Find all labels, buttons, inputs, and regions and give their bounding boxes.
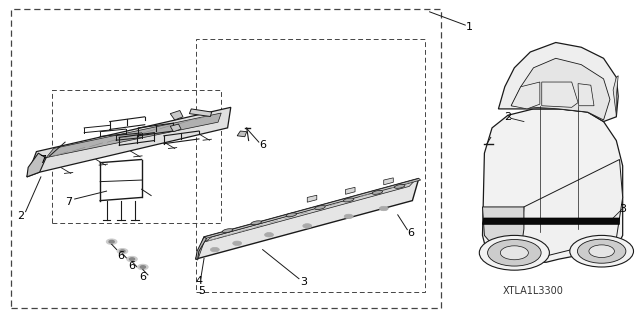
Circle shape <box>233 241 242 246</box>
Ellipse shape <box>286 213 296 217</box>
Circle shape <box>109 241 114 243</box>
Ellipse shape <box>372 190 383 194</box>
Polygon shape <box>189 109 212 116</box>
Ellipse shape <box>344 198 354 202</box>
Circle shape <box>117 249 127 254</box>
Polygon shape <box>307 195 317 202</box>
Polygon shape <box>170 124 181 132</box>
Polygon shape <box>46 113 221 158</box>
Circle shape <box>488 240 541 266</box>
Circle shape <box>138 264 148 270</box>
Ellipse shape <box>394 184 405 188</box>
Text: 2: 2 <box>17 211 24 221</box>
Polygon shape <box>521 160 623 256</box>
Text: 6: 6 <box>408 228 415 238</box>
Circle shape <box>380 206 388 211</box>
Bar <box>11 9 441 308</box>
Circle shape <box>106 239 116 244</box>
Circle shape <box>589 245 614 257</box>
Text: 5: 5 <box>198 286 205 296</box>
Circle shape <box>570 235 634 267</box>
Circle shape <box>577 239 626 263</box>
Circle shape <box>479 235 549 270</box>
Polygon shape <box>613 76 618 115</box>
Text: 1: 1 <box>467 22 473 32</box>
Text: XTLA1L3300: XTLA1L3300 <box>503 286 564 296</box>
Circle shape <box>127 256 137 262</box>
Ellipse shape <box>251 221 262 225</box>
Text: 6: 6 <box>259 140 266 150</box>
Polygon shape <box>196 178 419 259</box>
Bar <box>52 90 221 223</box>
Polygon shape <box>346 187 355 194</box>
Text: 3: 3 <box>619 204 626 213</box>
Polygon shape <box>541 82 578 107</box>
Circle shape <box>264 233 273 237</box>
Text: 3: 3 <box>301 277 308 287</box>
Text: 6: 6 <box>140 271 147 281</box>
Text: 6: 6 <box>118 251 125 261</box>
Text: 4: 4 <box>195 276 202 286</box>
Circle shape <box>500 246 529 260</box>
Polygon shape <box>237 131 246 137</box>
Polygon shape <box>499 42 618 122</box>
Text: 6: 6 <box>129 261 136 271</box>
Polygon shape <box>170 110 183 120</box>
Polygon shape <box>483 207 524 251</box>
Polygon shape <box>27 153 46 177</box>
Bar <box>196 39 425 292</box>
Polygon shape <box>205 181 414 242</box>
Text: 7: 7 <box>65 197 72 207</box>
Polygon shape <box>27 107 231 177</box>
Circle shape <box>303 224 312 228</box>
Polygon shape <box>196 237 207 259</box>
Polygon shape <box>511 58 610 120</box>
Polygon shape <box>483 109 623 262</box>
Polygon shape <box>196 178 420 260</box>
Circle shape <box>129 258 134 260</box>
Circle shape <box>211 248 220 252</box>
Polygon shape <box>384 178 394 185</box>
Circle shape <box>120 250 125 252</box>
Circle shape <box>140 266 145 268</box>
Polygon shape <box>511 82 540 109</box>
Text: 7: 7 <box>39 154 46 165</box>
Ellipse shape <box>222 229 233 233</box>
Polygon shape <box>483 218 620 224</box>
Circle shape <box>344 214 353 219</box>
Ellipse shape <box>315 206 325 210</box>
Text: 2: 2 <box>504 112 511 122</box>
Polygon shape <box>578 84 594 106</box>
